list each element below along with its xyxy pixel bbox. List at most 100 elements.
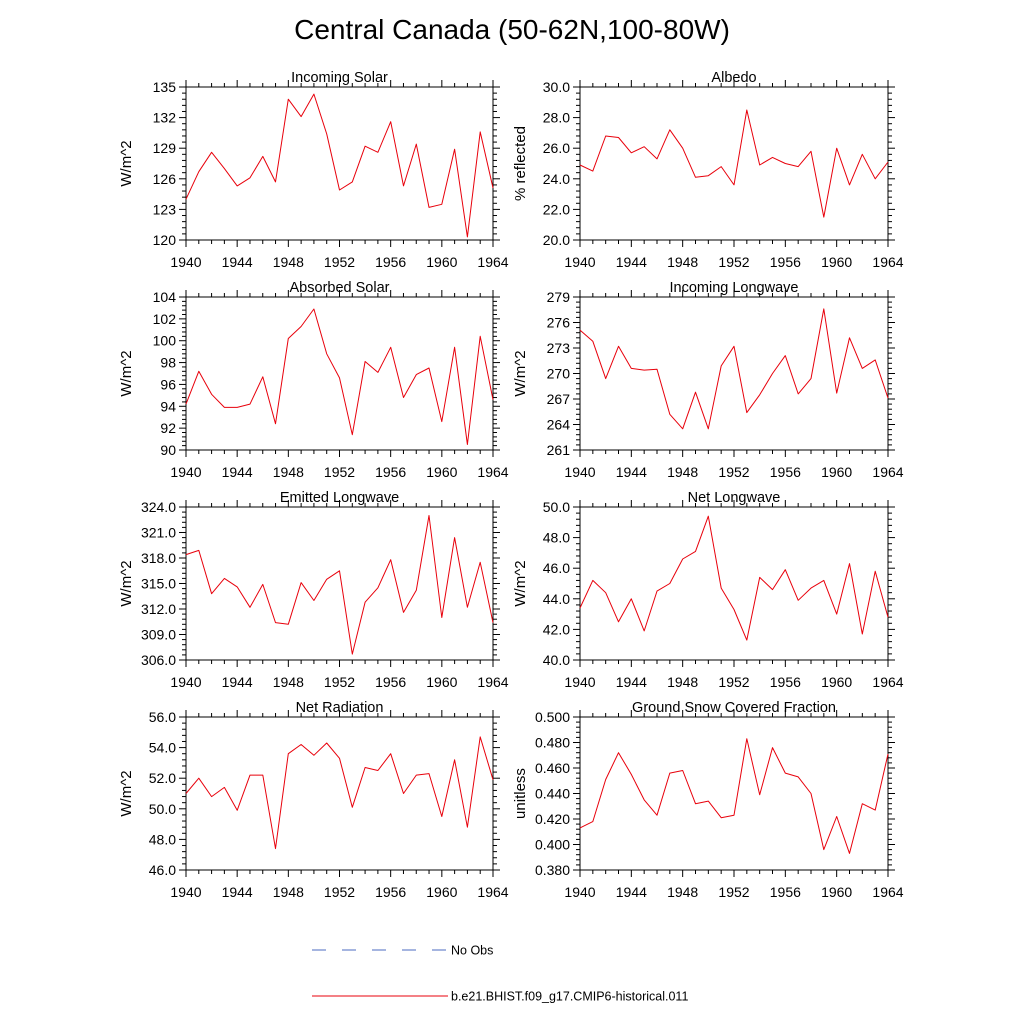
x-tick-label: 1964: [872, 254, 903, 270]
y-tick-label: 264: [547, 417, 571, 433]
x-tick-label: 1956: [770, 884, 801, 900]
x-tick-label: 1952: [718, 464, 749, 480]
y-tick-label: 270: [547, 366, 571, 382]
y-tick-label: 0.480: [535, 735, 570, 751]
x-tick-label: 1948: [667, 674, 698, 690]
y-tick-label: 129: [153, 140, 177, 156]
y-tick-label: 135: [153, 79, 177, 95]
series-line: [579, 738, 889, 854]
panel-title: Incoming Longwave: [670, 280, 799, 296]
y-tick-label: 0.440: [535, 786, 570, 802]
y-tick-label: 267: [547, 391, 571, 407]
x-tick-label: 1956: [770, 464, 801, 480]
series-line: [185, 736, 494, 850]
y-tick-label: 126: [153, 171, 177, 187]
y-tick-label: 26.0: [543, 140, 570, 156]
x-tick-label: 1940: [170, 884, 201, 900]
y-axis-label: W/m^2: [118, 770, 135, 816]
y-tick-label: 46.0: [543, 560, 570, 576]
x-tick-label: 1940: [564, 884, 595, 900]
y-tick-label: 48.0: [149, 831, 176, 847]
y-tick-label: 20.0: [543, 232, 570, 248]
x-tick-label: 1960: [821, 464, 852, 480]
panel-title: Albedo: [711, 70, 756, 86]
y-tick-label: 123: [153, 201, 177, 217]
y-axis-label: W/m^2: [118, 140, 135, 186]
series-line: [185, 515, 494, 655]
plot-frame: [579, 716, 889, 871]
series-line: [185, 93, 494, 238]
x-tick-label: 1948: [667, 464, 698, 480]
y-tick-label: 0.420: [535, 811, 570, 827]
x-tick-label: 1948: [273, 464, 304, 480]
y-tick-label: 98: [160, 355, 176, 371]
legend-label: b.e21.BHIST.f09_g17.CMIP6-historical.011: [451, 990, 688, 1004]
x-tick-label: 1964: [872, 674, 903, 690]
y-axis-label: W/m^2: [512, 350, 529, 396]
y-tick-label: 30.0: [543, 79, 570, 95]
y-tick-label: 22.0: [543, 201, 570, 217]
series-line: [579, 515, 889, 641]
figure-title: Central Canada (50-62N,100-80W): [294, 14, 730, 45]
plot-frame: [185, 296, 494, 451]
plot-frame: [185, 86, 494, 241]
y-axis-label: W/m^2: [118, 350, 135, 396]
x-tick-label: 1940: [564, 254, 595, 270]
x-tick-label: 1952: [718, 674, 749, 690]
x-tick-label: 1964: [477, 884, 508, 900]
x-tick-label: 1960: [426, 674, 457, 690]
x-tick-label: 1960: [426, 254, 457, 270]
y-tick-label: 24.0: [543, 171, 570, 187]
y-tick-label: 50.0: [543, 499, 570, 515]
y-tick-label: 40.0: [543, 652, 570, 668]
x-tick-label: 1948: [667, 254, 698, 270]
legend-label: No Obs: [451, 944, 493, 958]
y-tick-label: 0.500: [535, 709, 570, 725]
x-tick-label: 1944: [222, 884, 253, 900]
y-tick-label: 96: [160, 376, 176, 392]
x-tick-label: 1944: [616, 884, 647, 900]
series-line: [579, 109, 889, 218]
y-tick-label: 56.0: [149, 709, 176, 725]
x-tick-label: 1956: [770, 674, 801, 690]
x-tick-label: 1944: [222, 674, 253, 690]
x-tick-label: 1960: [821, 884, 852, 900]
x-tick-label: 1960: [821, 674, 852, 690]
x-tick-label: 1940: [564, 464, 595, 480]
y-tick-label: 306.0: [141, 652, 176, 668]
x-tick-label: 1964: [477, 464, 508, 480]
x-tick-label: 1940: [170, 674, 201, 690]
x-tick-label: 1940: [170, 464, 201, 480]
y-tick-label: 309.0: [141, 627, 176, 643]
x-tick-label: 1948: [273, 674, 304, 690]
y-tick-label: 261: [547, 442, 571, 458]
y-axis-label: % reflected: [512, 126, 529, 201]
series-line: [185, 308, 494, 445]
y-tick-label: 120: [153, 232, 177, 248]
y-tick-label: 92: [160, 420, 176, 436]
y-tick-label: 94: [160, 398, 176, 414]
y-tick-label: 100: [153, 333, 177, 349]
y-tick-label: 276: [547, 315, 571, 331]
x-tick-label: 1940: [564, 674, 595, 690]
x-tick-label: 1948: [273, 254, 304, 270]
panel-title: Incoming Solar: [291, 70, 388, 86]
x-tick-label: 1960: [426, 884, 457, 900]
x-tick-label: 1952: [324, 674, 355, 690]
plot-frame: [579, 296, 889, 451]
y-tick-label: 50.0: [149, 801, 176, 817]
x-tick-label: 1956: [375, 254, 406, 270]
panel-title: Emitted Longwave: [280, 490, 399, 506]
panel-title: Absorbed Solar: [290, 280, 390, 296]
x-tick-label: 1956: [375, 674, 406, 690]
x-tick-label: 1944: [616, 464, 647, 480]
x-tick-label: 1940: [170, 254, 201, 270]
x-tick-label: 1948: [667, 884, 698, 900]
panel-title: Net Radiation: [296, 700, 384, 716]
x-tick-label: 1956: [375, 464, 406, 480]
x-tick-label: 1964: [477, 254, 508, 270]
series-line: [579, 308, 889, 430]
x-tick-label: 1952: [324, 254, 355, 270]
x-tick-label: 1952: [718, 254, 749, 270]
x-tick-label: 1952: [324, 464, 355, 480]
